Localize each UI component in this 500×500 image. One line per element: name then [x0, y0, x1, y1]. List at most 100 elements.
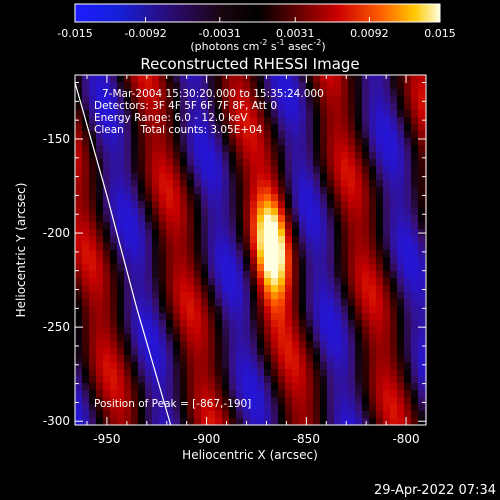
- heatmap-cell: [124, 313, 131, 320]
- heatmap-cell: [96, 215, 103, 222]
- heatmap-cell: [96, 292, 103, 299]
- heatmap-cell: [334, 271, 341, 278]
- heatmap-cell: [278, 264, 285, 271]
- heatmap-cell: [264, 334, 271, 341]
- heatmap-cell: [397, 103, 404, 110]
- heatmap-cell: [313, 404, 320, 411]
- heatmap-cell: [236, 313, 243, 320]
- heatmap-cell: [138, 292, 145, 299]
- heatmap-cell: [145, 145, 152, 152]
- heatmap-cell: [89, 222, 96, 229]
- heatmap-cell: [215, 187, 222, 194]
- heatmap-cell: [180, 278, 187, 285]
- heatmap-cell: [404, 222, 411, 229]
- heatmap-cell: [411, 383, 418, 390]
- heatmap-cell: [264, 285, 271, 292]
- heatmap-cell: [145, 194, 152, 201]
- heatmap-cell: [89, 75, 96, 82]
- heatmap-cell: [292, 180, 299, 187]
- heatmap-cell: [250, 194, 257, 201]
- heatmap-cell: [376, 285, 383, 292]
- heatmap-cell: [306, 264, 313, 271]
- heatmap-cell: [236, 411, 243, 418]
- heatmap-cell: [75, 411, 82, 418]
- heatmap-cell: [222, 187, 229, 194]
- heatmap-cell: [145, 124, 152, 131]
- heatmap-cell: [96, 96, 103, 103]
- heatmap-cell: [138, 278, 145, 285]
- heatmap-cell: [117, 75, 124, 82]
- heatmap-cell: [334, 166, 341, 173]
- heatmap-cell: [418, 264, 425, 271]
- heatmap-cell: [285, 173, 292, 180]
- heatmap-cell: [201, 271, 208, 278]
- heatmap-cell: [159, 180, 166, 187]
- heatmap-cell: [285, 187, 292, 194]
- heatmap-cell: [89, 362, 96, 369]
- heatmap-cell: [264, 138, 271, 145]
- heatmap-cell: [145, 131, 152, 138]
- heatmap-cell: [124, 124, 131, 131]
- heatmap-cell: [103, 320, 110, 327]
- heatmap-cell: [299, 159, 306, 166]
- heatmap-cell: [145, 306, 152, 313]
- heatmap-cell: [208, 418, 215, 425]
- heatmap-cell: [299, 103, 306, 110]
- heatmap-cell: [257, 257, 264, 264]
- heatmap-cell: [138, 348, 145, 355]
- heatmap-cell: [292, 208, 299, 215]
- heatmap-cell: [222, 257, 229, 264]
- heatmap-cell: [124, 103, 131, 110]
- heatmap-cell: [110, 110, 117, 117]
- heatmap-cell: [96, 117, 103, 124]
- heatmap-cell: [152, 404, 159, 411]
- heatmap-cell: [82, 334, 89, 341]
- heatmap-cell: [159, 404, 166, 411]
- heatmap-cell: [292, 194, 299, 201]
- heatmap-cell: [362, 89, 369, 96]
- heatmap-cell: [313, 103, 320, 110]
- heatmap-cell: [110, 320, 117, 327]
- heatmap-cell: [334, 306, 341, 313]
- heatmap-cell: [201, 173, 208, 180]
- heatmap-cell: [131, 271, 138, 278]
- heatmap-cell: [418, 215, 425, 222]
- heatmap-cell: [320, 222, 327, 229]
- heatmap-cell: [89, 348, 96, 355]
- heatmap-cell: [264, 383, 271, 390]
- heatmap-cell: [243, 173, 250, 180]
- heatmap-cell: [159, 222, 166, 229]
- heatmap-cell: [404, 369, 411, 376]
- heatmap-cell: [208, 320, 215, 327]
- heatmap-cell: [145, 355, 152, 362]
- heatmap-cell: [89, 383, 96, 390]
- heatmap-cell: [369, 208, 376, 215]
- heatmap-cell: [271, 411, 278, 418]
- heatmap-cell: [180, 362, 187, 369]
- heatmap-cell: [82, 271, 89, 278]
- heatmap-cell: [320, 334, 327, 341]
- heatmap-cell: [103, 236, 110, 243]
- heatmap-cell: [292, 82, 299, 89]
- heatmap-cell: [341, 173, 348, 180]
- heatmap-cell: [411, 348, 418, 355]
- heatmap-cell: [285, 355, 292, 362]
- heatmap-cell: [397, 152, 404, 159]
- heatmap-cell: [103, 334, 110, 341]
- heatmap-cell: [166, 89, 173, 96]
- heatmap-cell: [292, 222, 299, 229]
- heatmap-cell: [75, 376, 82, 383]
- heatmap-cell: [138, 285, 145, 292]
- heatmap-cell: [327, 75, 334, 82]
- heatmap-cell: [383, 243, 390, 250]
- heatmap-cell: [159, 250, 166, 257]
- heatmap-cell: [404, 152, 411, 159]
- heatmap-cell: [369, 180, 376, 187]
- heatmap-cell: [306, 166, 313, 173]
- heatmap-cell: [166, 180, 173, 187]
- heatmap-cell: [355, 390, 362, 397]
- heatmap-cell: [369, 271, 376, 278]
- heatmap-cell: [215, 201, 222, 208]
- heatmap-cell: [250, 159, 257, 166]
- heatmap-cell: [250, 138, 257, 145]
